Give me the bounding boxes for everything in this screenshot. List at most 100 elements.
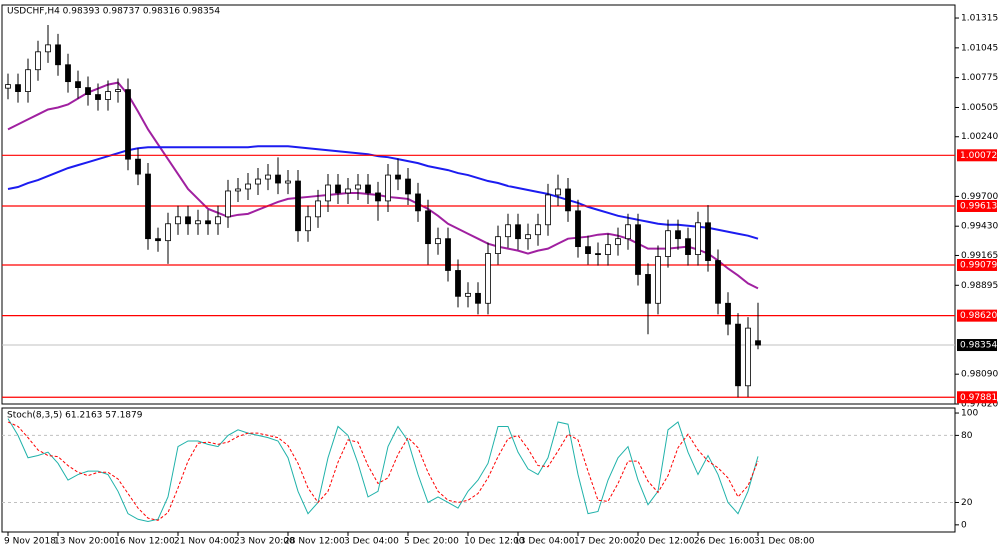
y-tick-label: 0.98090 bbox=[961, 370, 998, 380]
x-tick-label: 13 Nov 20:00 bbox=[54, 537, 115, 547]
y-tick-label: 1.00775 bbox=[961, 73, 998, 83]
level-label: 1.00072 bbox=[960, 151, 997, 161]
candle-body bbox=[705, 222, 711, 261]
candle-body bbox=[675, 230, 681, 240]
y-tick-label: 0 bbox=[961, 520, 967, 530]
candle-body bbox=[645, 274, 651, 304]
candle-body bbox=[335, 184, 341, 194]
candle-body bbox=[525, 234, 531, 240]
candle-body bbox=[5, 84, 11, 89]
candle-body bbox=[155, 238, 161, 242]
candle-body bbox=[295, 180, 301, 232]
x-tick-label: 10 Dec 12:00 bbox=[464, 537, 525, 547]
candle-body bbox=[585, 246, 591, 254]
candle-body bbox=[565, 188, 571, 212]
candle-body bbox=[85, 87, 91, 95]
level-label: 0.97881 bbox=[960, 393, 997, 403]
candle-body bbox=[355, 184, 361, 190]
y-tick-label: 0.97820 bbox=[961, 400, 998, 410]
x-tick-label: 5 Dec 20:00 bbox=[404, 537, 459, 547]
candle-body bbox=[255, 178, 261, 185]
y-tick-label: 80 bbox=[961, 431, 973, 441]
candle-body bbox=[125, 89, 131, 160]
candle-body bbox=[685, 238, 691, 255]
candle-body bbox=[245, 183, 251, 190]
y-tick-label: 1.01315 bbox=[961, 14, 998, 24]
candle-body bbox=[35, 51, 41, 71]
x-tick-label: 23 Nov 20:00 bbox=[234, 537, 295, 547]
y-tick-label: 100 bbox=[961, 409, 978, 419]
candle-body bbox=[615, 238, 621, 246]
last-price-label: 0.98354 bbox=[960, 341, 997, 351]
candle-body bbox=[55, 44, 61, 66]
stoch-panel bbox=[1, 407, 956, 533]
candle-body bbox=[75, 81, 81, 89]
candle-body bbox=[65, 64, 71, 83]
level-label: 0.98620 bbox=[960, 311, 997, 321]
main-panel bbox=[1, 4, 956, 405]
x-tick-label: 17 Dec 20:00 bbox=[574, 537, 635, 547]
candle-body bbox=[695, 222, 701, 255]
x-tick-label: 16 Nov 12:00 bbox=[114, 537, 175, 547]
candle-body bbox=[195, 220, 201, 225]
x-tick-label: 26 Dec 16:00 bbox=[694, 537, 755, 547]
x-tick-label: 3 Dec 04:00 bbox=[344, 537, 399, 547]
candle-body bbox=[145, 173, 151, 240]
indicator-line bbox=[7, 421, 759, 521]
y-tick-label: 0.98895 bbox=[961, 281, 998, 291]
y-tick-label: 0.99700 bbox=[961, 192, 998, 202]
moving-average bbox=[7, 145, 759, 240]
candle-body bbox=[455, 270, 461, 297]
x-tick-label: 20 Dec 12:00 bbox=[634, 537, 695, 547]
y-tick-label: 20 bbox=[961, 498, 973, 508]
candle-body bbox=[445, 238, 451, 271]
candle-body bbox=[545, 194, 551, 226]
candle-body bbox=[315, 200, 321, 218]
candle-body bbox=[275, 174, 281, 184]
candle-body bbox=[575, 210, 581, 248]
indicator-line bbox=[7, 418, 759, 523]
candle-body bbox=[115, 89, 121, 92]
candle-body bbox=[105, 91, 111, 100]
y-tick-label: 1.00505 bbox=[961, 103, 998, 113]
x-tick-label: 31 Dec 08:00 bbox=[754, 537, 815, 547]
x-tick-label: 28 Nov 12:00 bbox=[284, 537, 345, 547]
candle-body bbox=[265, 174, 271, 180]
candle-body bbox=[625, 224, 631, 240]
candle-body bbox=[425, 210, 431, 245]
candle-body bbox=[215, 216, 221, 225]
level-label-box bbox=[957, 258, 997, 271]
candle-body bbox=[475, 292, 481, 304]
candle-body bbox=[25, 69, 31, 92]
candle-body bbox=[365, 184, 371, 194]
candle-body bbox=[755, 340, 761, 346]
candle-body bbox=[165, 223, 171, 242]
y-tick-label: 0.99430 bbox=[961, 222, 998, 232]
level-label-box bbox=[957, 199, 997, 212]
indicator-title: Stoch(8,3,5) 61.2163 57.1879 bbox=[7, 411, 143, 421]
candle-body bbox=[655, 256, 661, 304]
candle-body bbox=[375, 192, 381, 202]
candle-body bbox=[225, 190, 231, 218]
candle-body bbox=[715, 260, 721, 304]
candle-body bbox=[135, 158, 141, 175]
candle-body bbox=[325, 184, 331, 202]
candle-body bbox=[735, 323, 741, 387]
chart-title: USDCHF,H4 0.98393 0.98737 0.98316 0.9835… bbox=[7, 7, 220, 17]
candle-body bbox=[555, 188, 561, 196]
candle-body bbox=[595, 253, 601, 255]
candle-body bbox=[505, 224, 511, 238]
candle-body bbox=[175, 216, 181, 225]
x-tick-label: 9 Nov 2018 bbox=[4, 537, 56, 547]
candle-body bbox=[185, 216, 191, 225]
candle-body bbox=[405, 178, 411, 195]
level-label-box bbox=[957, 391, 997, 404]
candle-body bbox=[665, 230, 671, 257]
candle-body bbox=[205, 220, 211, 225]
candle-body bbox=[395, 174, 401, 180]
candle-body bbox=[305, 216, 311, 232]
candle-body bbox=[235, 188, 241, 192]
candle-body bbox=[465, 292, 471, 297]
candle-body bbox=[45, 44, 51, 53]
